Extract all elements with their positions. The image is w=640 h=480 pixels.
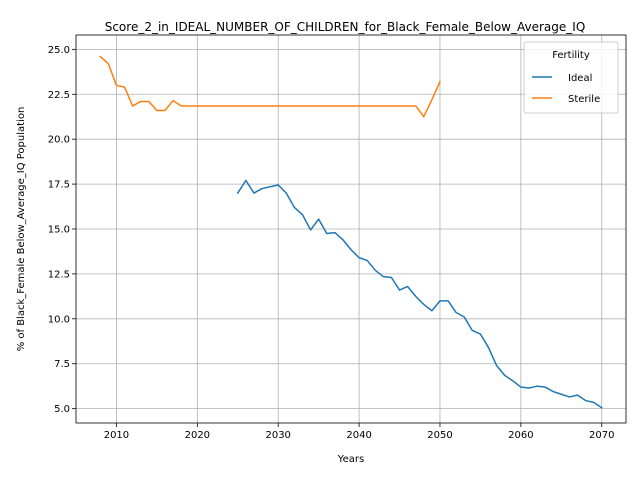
legend-label-sterile: Sterile <box>568 94 600 105</box>
chart-title: Score_2_in_IDEAL_NUMBER_OF_CHILDREN_for_… <box>105 20 586 34</box>
y-tick-label: 20.0 <box>48 135 70 146</box>
grid <box>76 35 626 423</box>
legend-title: Fertility <box>552 50 590 61</box>
x-axis-label: Years <box>337 454 364 465</box>
x-tick-label: 2030 <box>265 430 290 441</box>
y-axis: 5.0 7.5 10.0 12.5 15.0 17.5 20.0 22.5 25.0 <box>48 45 76 415</box>
y-tick-label: 7.5 <box>54 359 70 370</box>
legend-box <box>523 41 619 114</box>
x-tick-label: 2020 <box>185 430 210 441</box>
x-tick-label: 2070 <box>589 430 614 441</box>
series-line-sterile <box>99 55 441 118</box>
x-axis: 2010 2020 2030 2040 2050 2060 2070 <box>104 423 614 441</box>
x-tick-label: 2060 <box>508 430 533 441</box>
series-layer <box>99 55 603 409</box>
x-tick-label: 2050 <box>427 430 452 441</box>
y-tick-label: 5.0 <box>54 404 70 415</box>
x-tick-label: 2040 <box>346 430 371 441</box>
y-tick-label: 25.0 <box>48 45 70 56</box>
y-tick-label: 10.0 <box>48 314 70 325</box>
y-tick-label: 12.5 <box>48 269 70 280</box>
y-tick-label: 15.0 <box>48 225 70 236</box>
x-tick-label: 2010 <box>104 430 129 441</box>
series-line-ideal <box>236 179 603 409</box>
y-axis-label: % of Black_Female Below_Average_IQ Popul… <box>16 107 27 352</box>
y-tick-label: 17.5 <box>48 180 70 191</box>
y-tick-label: 22.5 <box>48 90 70 101</box>
legend: Fertility Ideal Sterile <box>523 41 619 114</box>
legend-label-ideal: Ideal <box>568 73 592 84</box>
